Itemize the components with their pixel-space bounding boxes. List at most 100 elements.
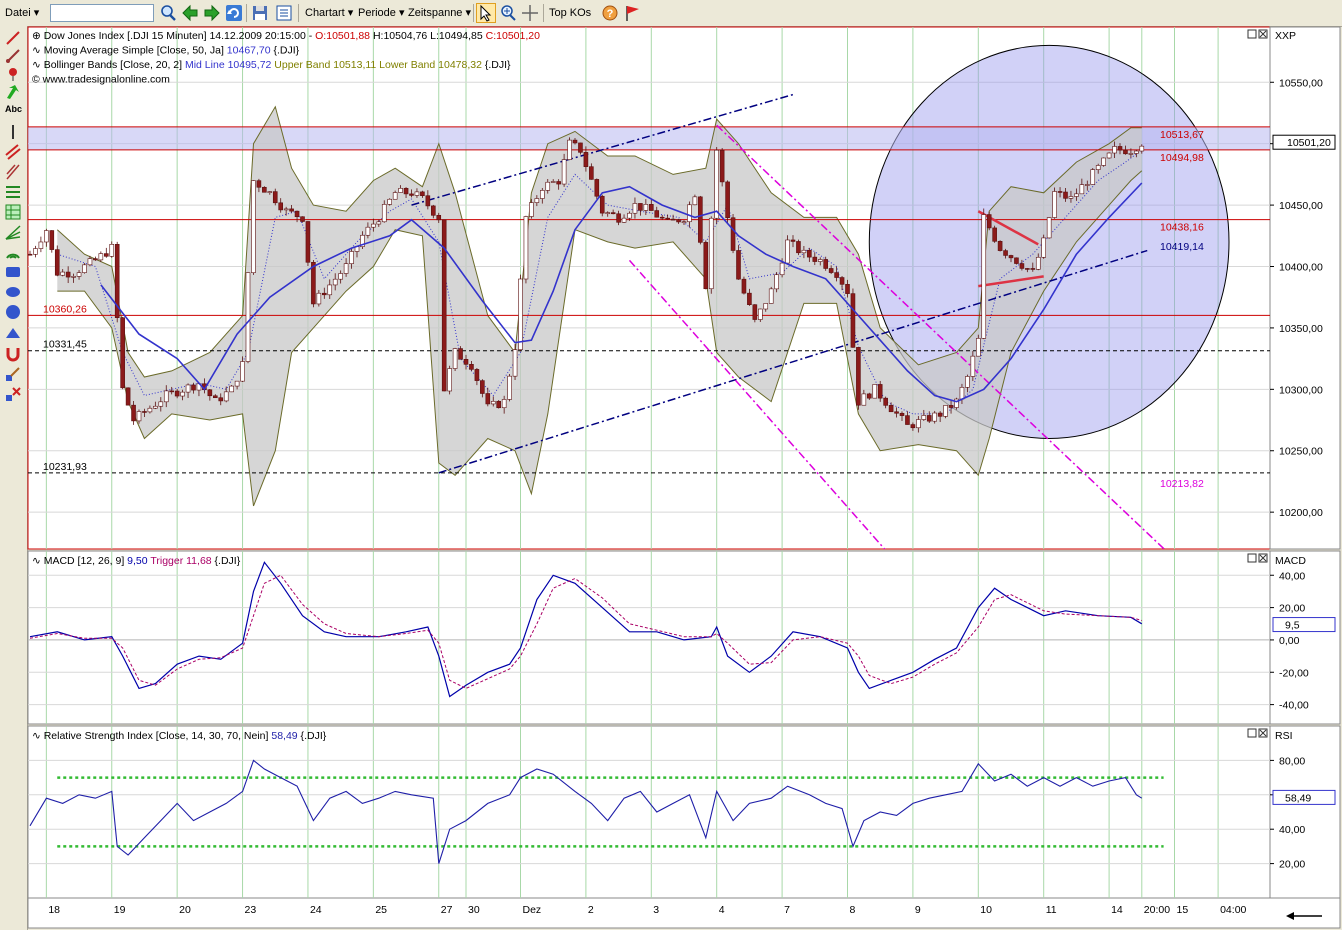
candle [109,244,115,257]
search-icon[interactable] [158,3,178,23]
save-icon[interactable] [250,3,270,23]
file-menu[interactable]: Datei ▾ [5,7,40,19]
rsi-last-box [1272,789,1336,805]
crosshair-icon[interactable] [520,3,540,23]
candle [1139,145,1145,152]
pitchfork-tool-icon[interactable] [5,164,21,180]
legend-value: {.DJI} [482,59,511,71]
cursor-icon[interactable] [476,3,496,23]
arc-tool-icon[interactable] [5,244,21,260]
x-tick-label: 23 [245,904,257,916]
refresh-icon[interactable] [224,3,244,23]
channel-lower-line [438,249,1148,474]
period-menu[interactable]: Periode ▾ [358,7,405,19]
macd-y-tick-label: -40,00 [1279,700,1309,712]
candle [807,249,812,258]
candle [1085,184,1090,186]
price-legend-line: ∿ Moving Average Simple [Close, 50, Ja] … [32,45,300,57]
arrow-tool-icon[interactable] [5,84,21,100]
candle [474,369,480,381]
delete-tool-icon[interactable] [5,386,21,402]
circle-tool-icon[interactable] [5,304,21,320]
price-y-tick-label: 10300,00 [1279,384,1323,396]
vertical-line-tool-icon[interactable] [5,124,21,140]
panel-maximize-icon [1247,728,1257,738]
legend-value: Lower Band 10478,32 [376,59,482,71]
candle [692,196,698,206]
last-price-box [1272,134,1336,150]
candle [730,217,736,251]
charttype-menu-label: Chartart [305,7,345,19]
candle [125,387,131,406]
candle [905,415,910,425]
macd-plot-group [28,561,1270,698]
fibonacci-tool-icon[interactable] [5,184,21,200]
candle [213,395,218,399]
candle [240,361,245,382]
grid-tool-icon[interactable] [5,204,21,220]
x-tick-label: 15 [1177,904,1189,916]
candle [28,253,33,256]
candle [381,204,387,223]
candle [747,292,752,305]
magnet-icon[interactable] [5,346,21,362]
candle [469,364,474,370]
triangle-tool-icon[interactable] [5,324,21,340]
zoom-icon[interactable] [498,3,518,23]
candle [632,203,638,214]
edit-tool-icon[interactable] [5,366,21,382]
candle [518,278,523,350]
price-legend-line: © www.tradesignalonline.com [32,74,170,86]
timespan-menu-label: Zeitspanne [408,7,463,19]
charttype-menu[interactable]: Chartart ▾ [305,7,354,19]
price-y-tick-label: 10200,00 [1279,507,1323,519]
candle [425,195,431,207]
back-arrow-icon[interactable] [180,3,200,23]
fan-tool-icon[interactable] [5,224,21,240]
properties-icon[interactable] [274,3,294,23]
macd-y-tick-label: -20,00 [1279,667,1309,679]
price-y-tick-label: 10550,00 [1279,77,1323,89]
timespan-menu[interactable]: Zeitspanne ▾ [408,7,472,19]
channel-tool-icon[interactable] [5,144,21,160]
symbol-input[interactable] [50,4,154,22]
candle [523,216,529,280]
candle [714,149,720,219]
candle [82,264,87,273]
candle [1063,191,1068,199]
x-tick-label: 7 [784,904,790,916]
help-icon[interactable]: ? [600,3,620,23]
ray-tool-icon[interactable] [5,48,21,64]
forward-arrow-icon[interactable] [202,3,222,23]
marker-tool-icon[interactable] [5,66,21,82]
flag-icon[interactable] [622,3,642,23]
channel-value-label: 10419,14 [1160,241,1204,253]
candle [899,412,905,416]
legend-text: ∿ Bollinger Bands [Close, 20, 2] [32,59,185,71]
candle [104,253,109,257]
candle [1090,169,1096,185]
candle [153,405,158,409]
candle [954,398,959,408]
topkos-button[interactable]: Top KOs [549,7,592,19]
rectangle-tool-icon[interactable] [5,264,21,280]
candle [420,191,425,197]
candle [1030,268,1036,270]
candle [594,179,600,197]
candle [289,208,294,212]
legend-text: ∿ Relative Strength Index [Close, 14, 30… [32,730,271,742]
candle [768,288,774,304]
candle [687,204,692,223]
candle [294,210,300,218]
x-tick-label: 4 [719,904,725,916]
x-tick-label: 25 [375,904,387,916]
trendline-tool-icon[interactable] [5,30,21,46]
ellipse-tool-icon[interactable] [5,284,21,300]
candle [185,384,191,393]
macd-last-label: 9,5 [1285,620,1300,632]
instrument-tag: XXP [1275,30,1296,42]
candle [676,219,681,223]
text-tool-icon[interactable]: Abc [5,104,23,114]
main-toolbar: Datei ▾ Chartart ▾ Periode ▾ Zeitspanne … [0,0,1342,27]
